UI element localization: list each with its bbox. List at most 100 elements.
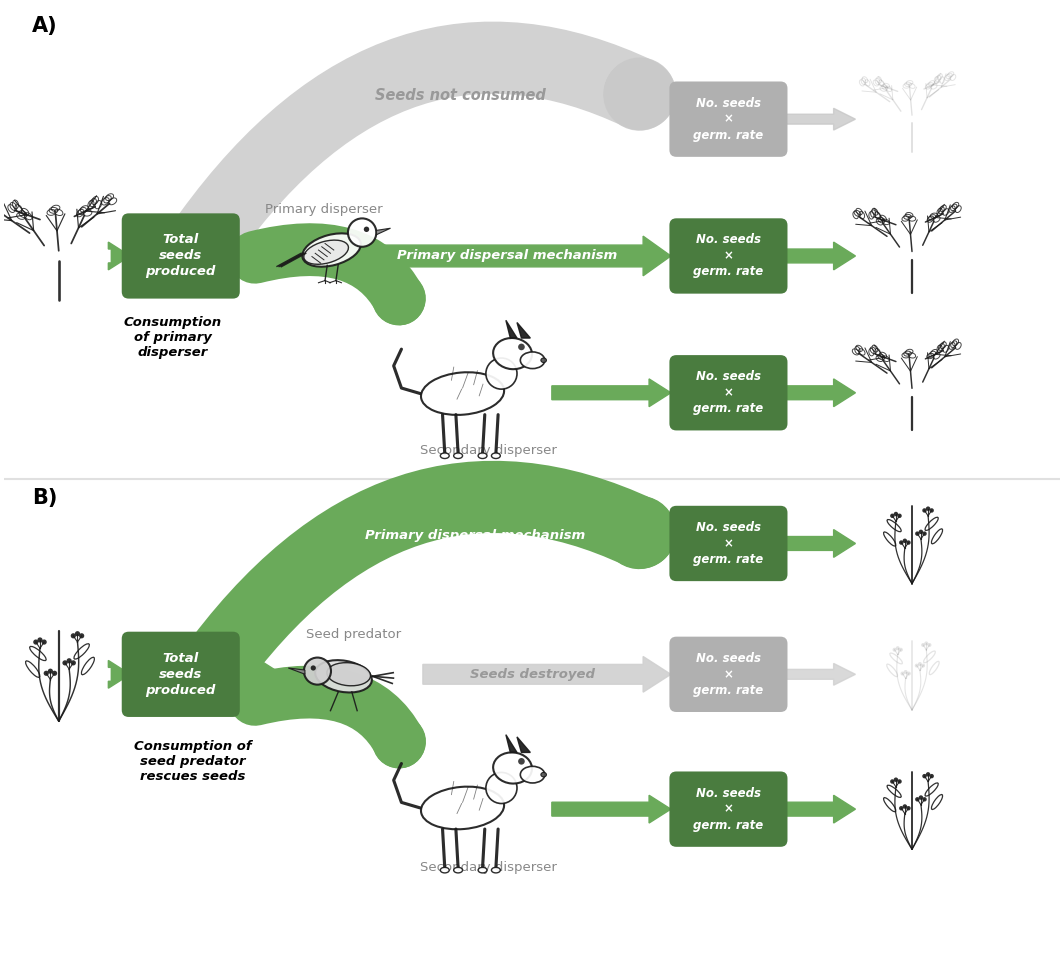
Circle shape xyxy=(897,779,901,784)
Circle shape xyxy=(922,508,927,513)
Polygon shape xyxy=(371,236,671,276)
Circle shape xyxy=(311,665,316,671)
Ellipse shape xyxy=(486,772,517,804)
FancyArrowPatch shape xyxy=(210,58,641,234)
Circle shape xyxy=(67,658,71,663)
Circle shape xyxy=(304,657,331,684)
Text: B): B) xyxy=(32,488,57,508)
Circle shape xyxy=(33,639,38,645)
Circle shape xyxy=(896,646,900,650)
FancyBboxPatch shape xyxy=(669,506,787,581)
FancyBboxPatch shape xyxy=(669,636,787,712)
Circle shape xyxy=(930,774,934,778)
Circle shape xyxy=(926,772,930,777)
Circle shape xyxy=(37,637,43,643)
Circle shape xyxy=(922,531,927,536)
Circle shape xyxy=(41,639,47,645)
Text: Seed predator: Seed predator xyxy=(305,628,401,641)
Polygon shape xyxy=(109,660,130,688)
Text: Seeds not consumed: Seeds not consumed xyxy=(376,88,546,103)
Circle shape xyxy=(899,541,903,545)
Circle shape xyxy=(44,671,49,676)
Polygon shape xyxy=(786,108,855,130)
Circle shape xyxy=(922,797,927,801)
Circle shape xyxy=(899,648,903,652)
Circle shape xyxy=(348,219,377,247)
Polygon shape xyxy=(234,242,275,270)
Circle shape xyxy=(891,779,895,784)
Circle shape xyxy=(930,508,934,513)
Polygon shape xyxy=(517,323,530,338)
Ellipse shape xyxy=(492,453,500,459)
Ellipse shape xyxy=(440,868,449,873)
Ellipse shape xyxy=(440,453,449,459)
Text: No. seeds
×
germ. rate: No. seeds × germ. rate xyxy=(694,521,764,566)
Polygon shape xyxy=(517,736,530,753)
Ellipse shape xyxy=(486,358,517,389)
Circle shape xyxy=(902,804,908,809)
Circle shape xyxy=(903,670,908,674)
FancyArrowPatch shape xyxy=(255,250,399,299)
Circle shape xyxy=(915,531,919,536)
Circle shape xyxy=(894,778,898,782)
Text: No. seeds
×
germ. rate: No. seeds × germ. rate xyxy=(694,233,764,279)
Circle shape xyxy=(900,672,904,676)
Circle shape xyxy=(70,660,76,665)
Polygon shape xyxy=(377,228,390,235)
Circle shape xyxy=(899,806,903,811)
Text: No. seeds
×
germ. rate: No. seeds × germ. rate xyxy=(694,652,764,697)
Circle shape xyxy=(894,512,898,517)
FancyArrowPatch shape xyxy=(255,692,400,742)
Circle shape xyxy=(918,529,924,534)
Text: Total
seeds
produced: Total seeds produced xyxy=(146,652,216,697)
Circle shape xyxy=(52,671,57,676)
Ellipse shape xyxy=(493,753,532,784)
Text: Primary dispersal mechanism: Primary dispersal mechanism xyxy=(365,529,585,542)
Circle shape xyxy=(921,643,925,647)
FancyArrowPatch shape xyxy=(210,496,639,675)
Circle shape xyxy=(926,506,930,511)
Circle shape xyxy=(893,648,897,652)
Ellipse shape xyxy=(453,868,463,873)
Polygon shape xyxy=(505,735,517,753)
Ellipse shape xyxy=(453,453,463,459)
Circle shape xyxy=(518,758,525,764)
Text: No. seeds
×
germ. rate: No. seeds × germ. rate xyxy=(694,787,764,832)
Ellipse shape xyxy=(478,453,487,459)
Circle shape xyxy=(925,641,928,645)
Ellipse shape xyxy=(302,233,361,267)
Circle shape xyxy=(902,539,908,543)
Text: Total
seeds
produced: Total seeds produced xyxy=(146,233,216,279)
Text: No. seeds
×
germ. rate: No. seeds × germ. rate xyxy=(694,96,764,142)
Polygon shape xyxy=(786,663,855,685)
Ellipse shape xyxy=(541,772,547,777)
Circle shape xyxy=(907,806,911,811)
Circle shape xyxy=(897,514,901,518)
FancyBboxPatch shape xyxy=(669,218,787,294)
Circle shape xyxy=(63,660,68,665)
Ellipse shape xyxy=(304,240,348,264)
Ellipse shape xyxy=(421,787,504,829)
FancyBboxPatch shape xyxy=(669,82,787,157)
Ellipse shape xyxy=(327,662,370,685)
Text: No. seeds
×
germ. rate: No. seeds × germ. rate xyxy=(694,370,764,415)
Polygon shape xyxy=(552,795,671,823)
Circle shape xyxy=(918,795,924,800)
Circle shape xyxy=(79,633,84,638)
Ellipse shape xyxy=(315,660,371,692)
FancyBboxPatch shape xyxy=(669,771,787,846)
Circle shape xyxy=(928,643,931,647)
Circle shape xyxy=(907,672,911,676)
Polygon shape xyxy=(234,660,282,688)
Circle shape xyxy=(921,663,925,668)
Circle shape xyxy=(907,541,911,545)
Text: Consumption
of primary
disperser: Consumption of primary disperser xyxy=(123,316,222,359)
Polygon shape xyxy=(786,242,855,270)
Circle shape xyxy=(915,663,918,668)
Circle shape xyxy=(48,669,53,674)
FancyBboxPatch shape xyxy=(669,355,787,431)
FancyBboxPatch shape xyxy=(121,213,239,299)
Polygon shape xyxy=(505,320,517,338)
Polygon shape xyxy=(786,795,855,823)
Circle shape xyxy=(74,631,80,636)
